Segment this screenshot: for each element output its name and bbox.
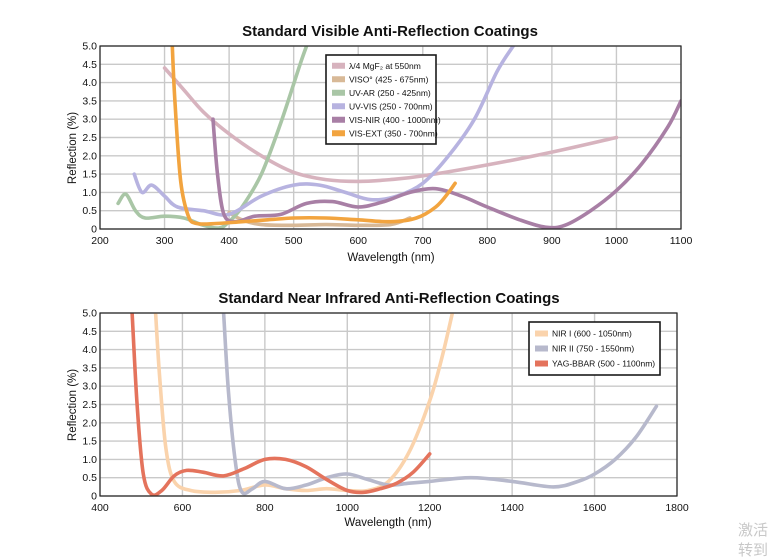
y-tick-label: 0 [91,491,97,503]
y-tick-label: 3.0 [82,114,97,126]
legend-box [528,321,661,376]
y-tick-label: 2.0 [82,417,97,429]
legend-label: λ/4 MgF₂ at 550nm [349,61,421,71]
x-tick-labels: 200 300 400 500 600 700 800 900 1000 1100 [91,235,692,247]
legend-swatch [332,89,345,96]
series-line [221,313,659,496]
y-tick-label: 3.5 [82,362,97,374]
chart-title: Standard Near Infrared Anti-Reflection C… [218,290,559,307]
legend: NIR I (600 - 1050nm) NIR II (750 - 1550nm… [528,321,661,376]
watermark-line: 激活 [738,521,769,539]
y-tick-label: 1.0 [82,454,97,466]
y-tick-labels: 0 0.5 1.0 1.5 2.0 2.5 3.0 3.5 4.0 4.5 5.0 [82,41,97,236]
y-tick-label: 5.0 [82,41,97,53]
y-tick-label: 2.5 [82,132,97,144]
series-group [116,46,681,229]
x-tick-label: 1400 [500,502,524,514]
legend-label: VIS-EXT (350 - 700nm) [349,128,438,138]
x-tick-label: 600 [349,235,367,247]
legend-swatch [332,103,345,110]
x-tick-label: 200 [91,235,109,247]
legend-label: UV-VIS (250 - 700nm) [349,101,433,111]
y-tick-labels: 0 0.5 1.0 1.5 2.0 2.5 3.0 3.5 4.0 4.5 5.0 [82,308,97,503]
chart-title: Standard Visible Anti-Reflection Coating… [242,23,538,40]
y-tick-label: 3.0 [82,381,97,393]
y-tick-label: 0.5 [82,205,97,217]
y-tick-label: 1.0 [82,187,97,199]
legend: λ/4 MgF₂ at 550nm VISO° (425 - 675nm) UV-A… [325,54,441,145]
y-tick-label: 4.0 [82,344,97,356]
legend-label: NIR II (750 - 1550nm) [552,344,634,354]
y-tick-label: 4.0 [82,77,97,89]
y-tick-label: 1.5 [82,436,97,448]
y-tick-label: 1.5 [82,169,97,181]
y-tick-label: 0.5 [82,472,97,484]
watermark-line: 转到 [738,541,769,559]
series-line [130,313,432,496]
x-tick-label: 400 [220,235,238,247]
x-tick-labels: 400 600 800 1000 1200 1400 1600 1800 [91,502,689,514]
series-line [116,46,309,229]
y-tick-label: 3.5 [82,95,97,107]
visible-ar-chart: Standard Visible Anti-Reflection Coating… [67,23,692,264]
legend-box [325,54,437,145]
y-tick-label: 4.5 [82,326,97,338]
legend-swatch [535,330,548,337]
x-tick-label: 1200 [418,502,442,514]
x-tick-label: 300 [156,235,174,247]
x-tick-label: 700 [414,235,432,247]
x-tick-label: 1000 [336,502,360,514]
y-tick-label: 4.5 [82,59,97,71]
y-axis-label: Reflection (%) [67,369,79,441]
legend-swatch [332,116,345,123]
x-tick-label: 500 [285,235,303,247]
y-tick-label: 0 [91,224,97,236]
y-tick-label: 2.0 [82,150,97,162]
legend-swatch [332,62,345,69]
legend-swatch [535,360,548,367]
legend-swatch [535,345,548,352]
x-tick-label: 900 [543,235,561,247]
x-axis-label: Wavelength (nm) [344,517,431,529]
y-tick-label: 5.0 [82,308,97,320]
series-line [162,66,619,184]
x-tick-label: 1100 [670,235,693,247]
y-tick-label: 2.5 [82,399,97,411]
os-activation-watermark: 激活 转到 [738,520,768,560]
x-tick-label: 400 [91,502,109,514]
series-group [130,313,659,496]
x-tick-label: 800 [479,235,497,247]
x-tick-label: 1800 [665,502,689,514]
series-line [132,46,515,217]
plot-frame [99,312,678,497]
series-line [211,99,681,229]
x-tick-label: 600 [174,502,192,514]
series-line [170,46,457,226]
x-tick-label: 1000 [605,235,629,247]
y-axis-label: Reflection (%) [67,112,79,184]
legend-label: NIR I (600 - 1050nm) [552,329,632,339]
x-tick-label: 1600 [583,502,607,514]
x-axis-label: Wavelength (nm) [347,252,434,264]
legend-label: VISO° (425 - 675nm) [349,74,429,84]
plot-frame [99,45,682,230]
legend-swatch [332,130,345,137]
legend-label: VIS-NIR (400 - 1000nm) [349,115,441,125]
x-tick-label: 800 [256,502,274,514]
legend-swatch [332,76,345,83]
legend-label: UV-AR (250 - 425nm) [349,88,431,98]
legend-label: YAG-BBAR (500 - 1100nm) [552,359,655,369]
nir-ar-chart: Standard Near Infrared Anti-Reflection C… [67,290,689,529]
